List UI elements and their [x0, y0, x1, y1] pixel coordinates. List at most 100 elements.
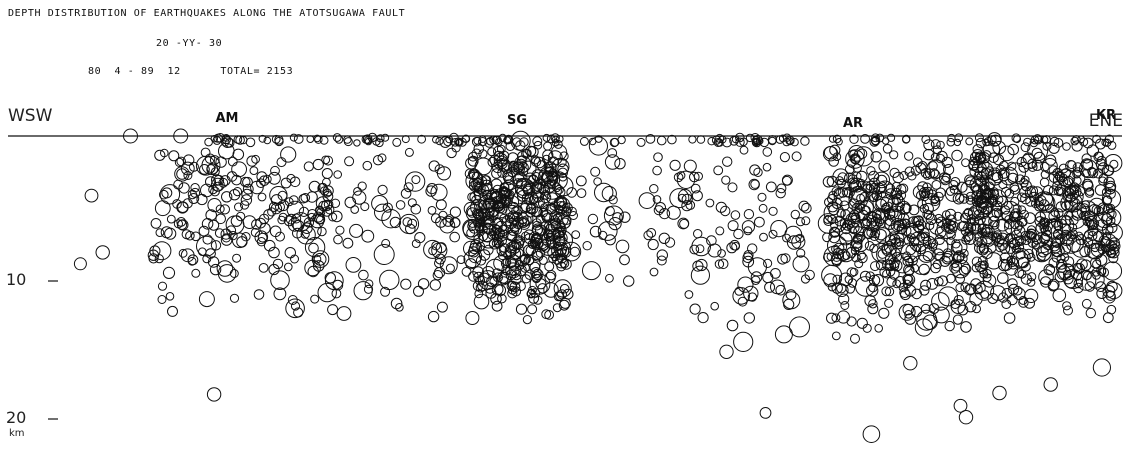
earthquake-circle — [436, 301, 448, 313]
earthquake-circle — [545, 228, 566, 248]
earthquake-circle — [982, 226, 993, 238]
earthquake-circle — [1084, 281, 1096, 292]
earthquake-circle — [438, 210, 448, 220]
earthquake-circle — [478, 228, 499, 249]
earthquake-circle — [747, 243, 758, 254]
earthquake-circle — [499, 185, 509, 195]
earthquake-circle — [342, 237, 354, 249]
earthquake-circle — [461, 266, 472, 277]
earthquake-circle — [206, 387, 222, 402]
earthquake-circle — [296, 225, 316, 245]
earthquake-circle — [930, 139, 941, 150]
earthquake-circle — [1081, 269, 1092, 281]
earthquake-circle — [1017, 256, 1030, 269]
earthquake-circle — [284, 247, 296, 259]
y-tick-label-10: 10 — [6, 270, 26, 289]
earthquake-circle — [1020, 261, 1031, 272]
earthquake-circle — [286, 200, 304, 219]
earthquake-circle — [250, 227, 260, 238]
earthquake-circle — [560, 258, 572, 270]
earthquake-circle — [312, 254, 322, 264]
earthquake-circle — [951, 149, 963, 162]
earthquake-circle — [306, 191, 318, 203]
earthquake-circle — [522, 255, 541, 274]
earthquake-circle — [942, 210, 951, 219]
earthquake-circle — [95, 245, 110, 260]
earthquake-circle — [319, 186, 330, 196]
earthquake-circle — [507, 288, 518, 299]
earthquake-circle — [306, 135, 315, 144]
earthquake-circle — [190, 183, 200, 193]
earthquake-circle — [1014, 220, 1024, 230]
earthquake-circle — [152, 241, 172, 261]
earthquake-circle — [789, 316, 810, 338]
earthquake-circle — [505, 190, 515, 200]
earthquake-circle — [884, 214, 897, 227]
earthquake-circle — [183, 171, 193, 180]
earthquake-circle — [208, 219, 220, 231]
earthquake-circle — [353, 281, 373, 301]
earthquake-circle — [688, 135, 697, 144]
earthquake-circle — [513, 178, 524, 188]
earthquake-circle — [195, 155, 216, 176]
earthquake-circle — [515, 281, 526, 292]
earthquake-circle — [856, 178, 866, 188]
earthquake-circle — [322, 191, 334, 202]
earthquake-circle — [307, 212, 317, 222]
earthquake-circle — [582, 241, 592, 251]
earthquake-circle — [1071, 238, 1091, 258]
earthquake-circle — [864, 295, 877, 307]
earthquake-circle — [713, 165, 724, 176]
earthquake-circle — [280, 146, 297, 163]
x-right-label: ENE — [1089, 111, 1123, 131]
earthquake-circle — [191, 231, 201, 242]
earthquake-circle — [1062, 142, 1071, 151]
earthquake-circle — [404, 147, 414, 157]
earthquake-circle — [575, 175, 587, 187]
earthquake-circle — [623, 275, 635, 287]
earthquake-circle — [821, 264, 843, 286]
earthquake-circle — [1062, 301, 1072, 311]
earthquake-circle — [898, 303, 916, 321]
earthquake-circle — [1027, 140, 1049, 162]
earthquake-circle — [362, 160, 373, 171]
earthquake-circle — [349, 223, 364, 238]
earthquake-circle — [755, 137, 764, 145]
earthquake-circle — [232, 253, 242, 263]
earthquake-circle — [1008, 237, 1019, 249]
earthquake-circle — [1091, 267, 1101, 277]
earthquake-circle — [210, 135, 219, 143]
earthquake-circle — [1084, 239, 1104, 260]
earthquake-circle — [743, 312, 755, 324]
earthquake-circle — [449, 132, 459, 143]
earthquake-circle — [1018, 297, 1029, 308]
earthquake-circle — [828, 204, 840, 216]
earthquake-circle — [150, 218, 162, 229]
earthquake-circle — [191, 268, 201, 278]
earthquake-circle — [468, 249, 483, 264]
earthquake-circle — [690, 183, 701, 194]
earthquake-circle — [850, 237, 863, 249]
earthquake-circle — [219, 175, 231, 186]
earthquake-circle — [711, 135, 722, 145]
earthquake-circle — [1026, 225, 1037, 235]
earthquake-circle — [882, 144, 893, 154]
earthquake-circle — [696, 135, 706, 144]
earthquake-circle — [201, 218, 214, 230]
earthquake-circle — [854, 259, 864, 269]
earthquake-circle — [1053, 221, 1063, 231]
earthquake-circle — [225, 215, 245, 235]
earthquake-circle — [256, 178, 266, 188]
earthquake-circle — [1086, 144, 1100, 157]
earthquake-circle — [482, 223, 494, 235]
earthquake-circle — [270, 270, 290, 291]
earthquake-circle — [161, 187, 173, 199]
earthquake-circle — [749, 164, 761, 176]
earthquake-circle — [898, 282, 908, 293]
earthquake-circle — [930, 262, 941, 274]
earthquake-circle — [988, 209, 1000, 222]
earthquake-circle — [562, 202, 573, 214]
earthquake-circle — [737, 296, 748, 307]
earthquake-circle — [619, 254, 630, 266]
earthquake-circle — [1072, 162, 1084, 173]
